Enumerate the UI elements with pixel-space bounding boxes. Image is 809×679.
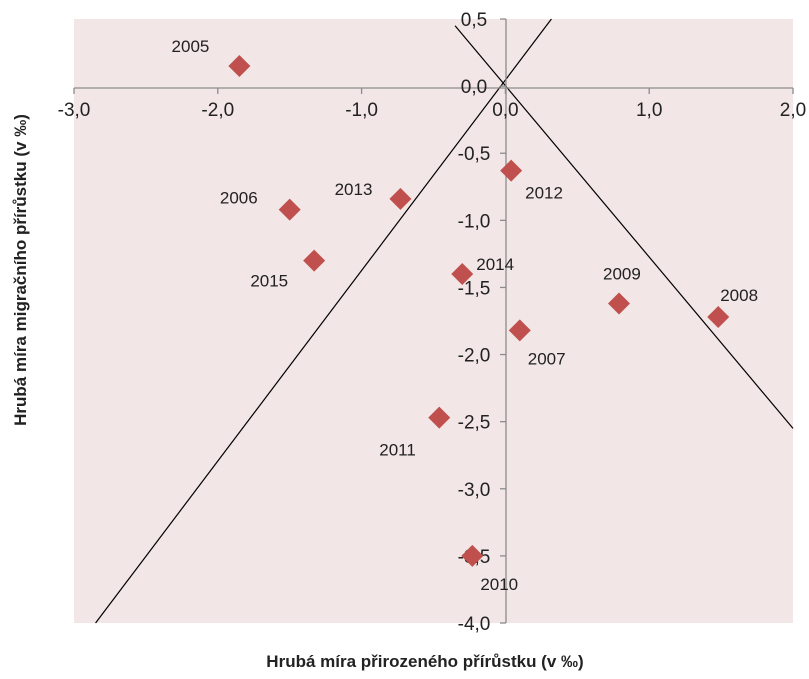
reference-line: [95, 18, 552, 624]
data-point-2006: [278, 198, 301, 221]
data-point-2013: [389, 187, 412, 210]
reference-line: [454, 25, 794, 429]
x-tick-labels: -3,0 -2,0 -1,0 0,0 1,0 2,0: [58, 100, 807, 121]
data-point-2009: [608, 292, 631, 315]
point-label-2011: 2011: [379, 441, 416, 460]
plot-area: [74, 19, 793, 623]
data-point-2014: [451, 263, 474, 286]
x-tick-label: 2,0: [780, 100, 806, 121]
x-tick-label: -3,0: [58, 100, 91, 121]
y-tick-label: -3,0: [458, 480, 491, 501]
y-tick-labels: 0,50,0-0,5-1,0-1,5-2,0-2,5-3,0-3,5-4,0: [458, 10, 491, 635]
data-point-2011: [428, 406, 451, 429]
y-tick-label: -1,0: [458, 211, 491, 232]
data-point-2005: [228, 54, 251, 77]
point-label-2013: 2013: [335, 180, 373, 199]
y-axis-title: Hrubá míra migračního přírůstku (v ‰): [11, 114, 30, 426]
y-tick-label: -4,0: [458, 614, 491, 635]
x-axis-title: Hrubá míra přirozeného přírůstku (v ‰): [266, 652, 583, 671]
data-point-2015: [303, 249, 326, 272]
y-tick-label: -2,5: [458, 413, 491, 434]
point-label-2005: 2005: [172, 37, 210, 56]
point-label-2014: 2014: [476, 255, 514, 274]
data-point-2010: [461, 544, 484, 567]
data-point-2008: [707, 305, 730, 328]
point-label-2015: 2015: [250, 272, 288, 291]
y-tick-label: -2,0: [458, 346, 491, 367]
point-label-2009: 2009: [603, 265, 641, 284]
reference-lines: [95, 18, 794, 624]
y-tick-label: -1,5: [458, 278, 491, 299]
point-label-2006: 2006: [220, 189, 258, 208]
axes: [73, 18, 794, 624]
y-tick-label: -0,5: [458, 144, 491, 165]
point-label-2007: 2007: [528, 349, 566, 368]
point-labels: 2005 2006 2007 2008 2009 2010 2011 2012 2013 2014…: [172, 37, 759, 594]
point-label-2012: 2012: [525, 184, 563, 203]
y-tick-label: 0,5: [461, 10, 487, 31]
x-tick-label: -1,0: [345, 100, 378, 121]
point-label-2010: 2010: [480, 575, 518, 594]
x-tick-label: -2,0: [201, 100, 234, 121]
point-label-2008: 2008: [720, 286, 758, 305]
data-points: [228, 54, 730, 567]
x-tick-label: 0,0: [492, 100, 518, 121]
data-point-2007: [508, 319, 531, 342]
y-tick-label: 0,0: [461, 77, 487, 98]
x-tick-label: 1,0: [636, 100, 662, 121]
data-point-2012: [500, 159, 523, 182]
